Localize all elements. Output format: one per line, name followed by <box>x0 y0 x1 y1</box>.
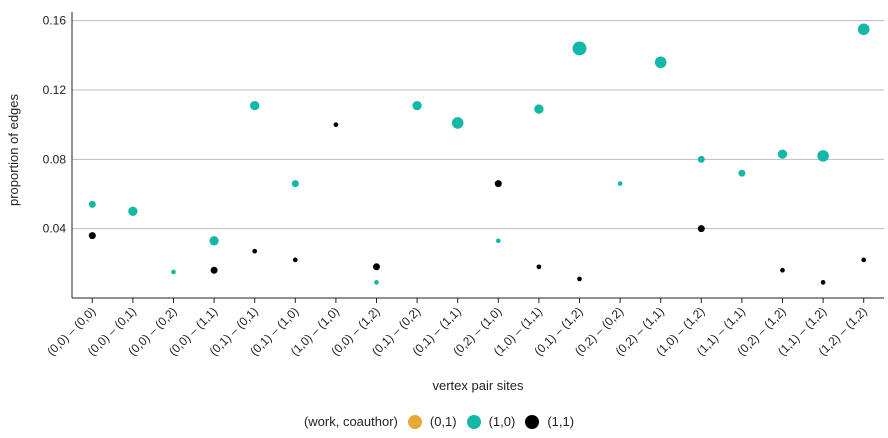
y-axis-title: proportion of edges <box>6 93 21 206</box>
data-point <box>250 100 260 111</box>
data-point <box>210 266 218 274</box>
data-point <box>451 117 464 129</box>
data-point <box>495 238 501 244</box>
legend-swatch-1-1 <box>525 414 540 429</box>
data-point <box>171 269 176 275</box>
legend-label-0-1: (0,1) <box>429 414 457 429</box>
data-point <box>88 232 96 240</box>
data-point <box>820 280 826 285</box>
y-tick-label: 0.16 <box>43 14 67 28</box>
legend-item-1-1: (1,1) <box>525 414 574 429</box>
data-point <box>252 248 258 254</box>
data-points <box>88 23 870 285</box>
data-point <box>333 122 339 128</box>
data-point <box>412 100 422 111</box>
data-point <box>777 149 788 159</box>
legend-item-0-1: (0,1) <box>407 414 457 429</box>
data-point <box>861 257 867 263</box>
legend-title: (work, coauthor) <box>303 414 398 429</box>
data-point <box>373 263 380 271</box>
data-point <box>88 200 96 208</box>
data-point <box>494 180 502 188</box>
legend-label-1-1: (1,1) <box>547 414 575 429</box>
x-tick-labels: (0,0) – (0,0)(0,0) – (0,1)(0,0) – (0,2)(… <box>44 304 870 358</box>
x-axis-title: vertex pair sites <box>432 378 524 393</box>
data-point <box>738 169 746 177</box>
legend: (work, coauthor) (0,1) (1,0) (1,1) <box>0 414 888 429</box>
legend-swatch-1-0 <box>466 414 481 429</box>
data-point <box>374 280 379 285</box>
data-point <box>697 225 705 233</box>
y-tick-label: 0.04 <box>43 222 67 236</box>
y-tick-label: 0.08 <box>43 152 67 166</box>
grid-lines <box>72 20 884 230</box>
data-point <box>697 155 705 163</box>
y-tick-labels: 0.04 0.08 0.12 0.16 <box>43 14 67 236</box>
legend-swatch-0-1 <box>407 414 422 429</box>
axes <box>71 12 884 303</box>
data-point <box>617 181 623 186</box>
legend-item-1-0: (1,0) <box>466 414 516 429</box>
data-point <box>534 104 544 114</box>
data-point <box>209 236 219 246</box>
data-point <box>291 180 299 188</box>
data-point <box>572 41 587 56</box>
data-point <box>292 257 298 263</box>
data-point <box>128 206 138 216</box>
data-point <box>780 267 785 273</box>
data-point <box>536 264 542 270</box>
data-point <box>817 150 829 162</box>
data-point <box>654 56 667 69</box>
legend-label-1-0: (1,0) <box>488 414 516 429</box>
data-point <box>857 23 870 36</box>
data-point <box>577 276 582 282</box>
y-tick-label: 0.12 <box>43 83 67 97</box>
